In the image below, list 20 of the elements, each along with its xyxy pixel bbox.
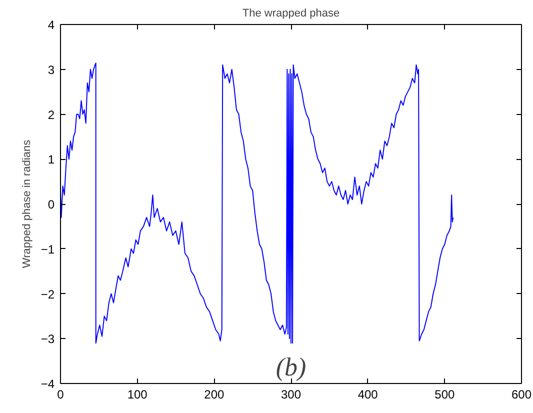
y-tick-label: 3 bbox=[48, 62, 55, 77]
y-tick-label: 2 bbox=[48, 108, 55, 122]
y-axis-title: Wrapped phase in radians bbox=[20, 139, 33, 268]
y-tick-label: −3 bbox=[40, 332, 55, 346]
y-tick-label: −2 bbox=[40, 287, 55, 302]
x-tick-label: 100 bbox=[127, 388, 148, 402]
y-tick-label: 0 bbox=[48, 198, 55, 212]
y-tick-label: −4 bbox=[40, 377, 55, 391]
x-tick-label: 0 bbox=[57, 388, 64, 402]
line-series bbox=[60, 62, 454, 344]
annotation: (b) bbox=[276, 352, 306, 382]
x-tick-label: 600 bbox=[511, 388, 532, 402]
chart-title: The wrapped phase bbox=[242, 8, 340, 20]
y-tick-label: 1 bbox=[48, 152, 55, 167]
x-tick-label: 400 bbox=[358, 388, 378, 402]
x-tick-label: 300 bbox=[280, 388, 302, 402]
y-tick-label: 4 bbox=[48, 18, 55, 32]
x-tick-label: 500 bbox=[434, 388, 456, 402]
y-tick-label: −1 bbox=[40, 242, 55, 256]
x-tick-label: 200 bbox=[204, 388, 225, 402]
